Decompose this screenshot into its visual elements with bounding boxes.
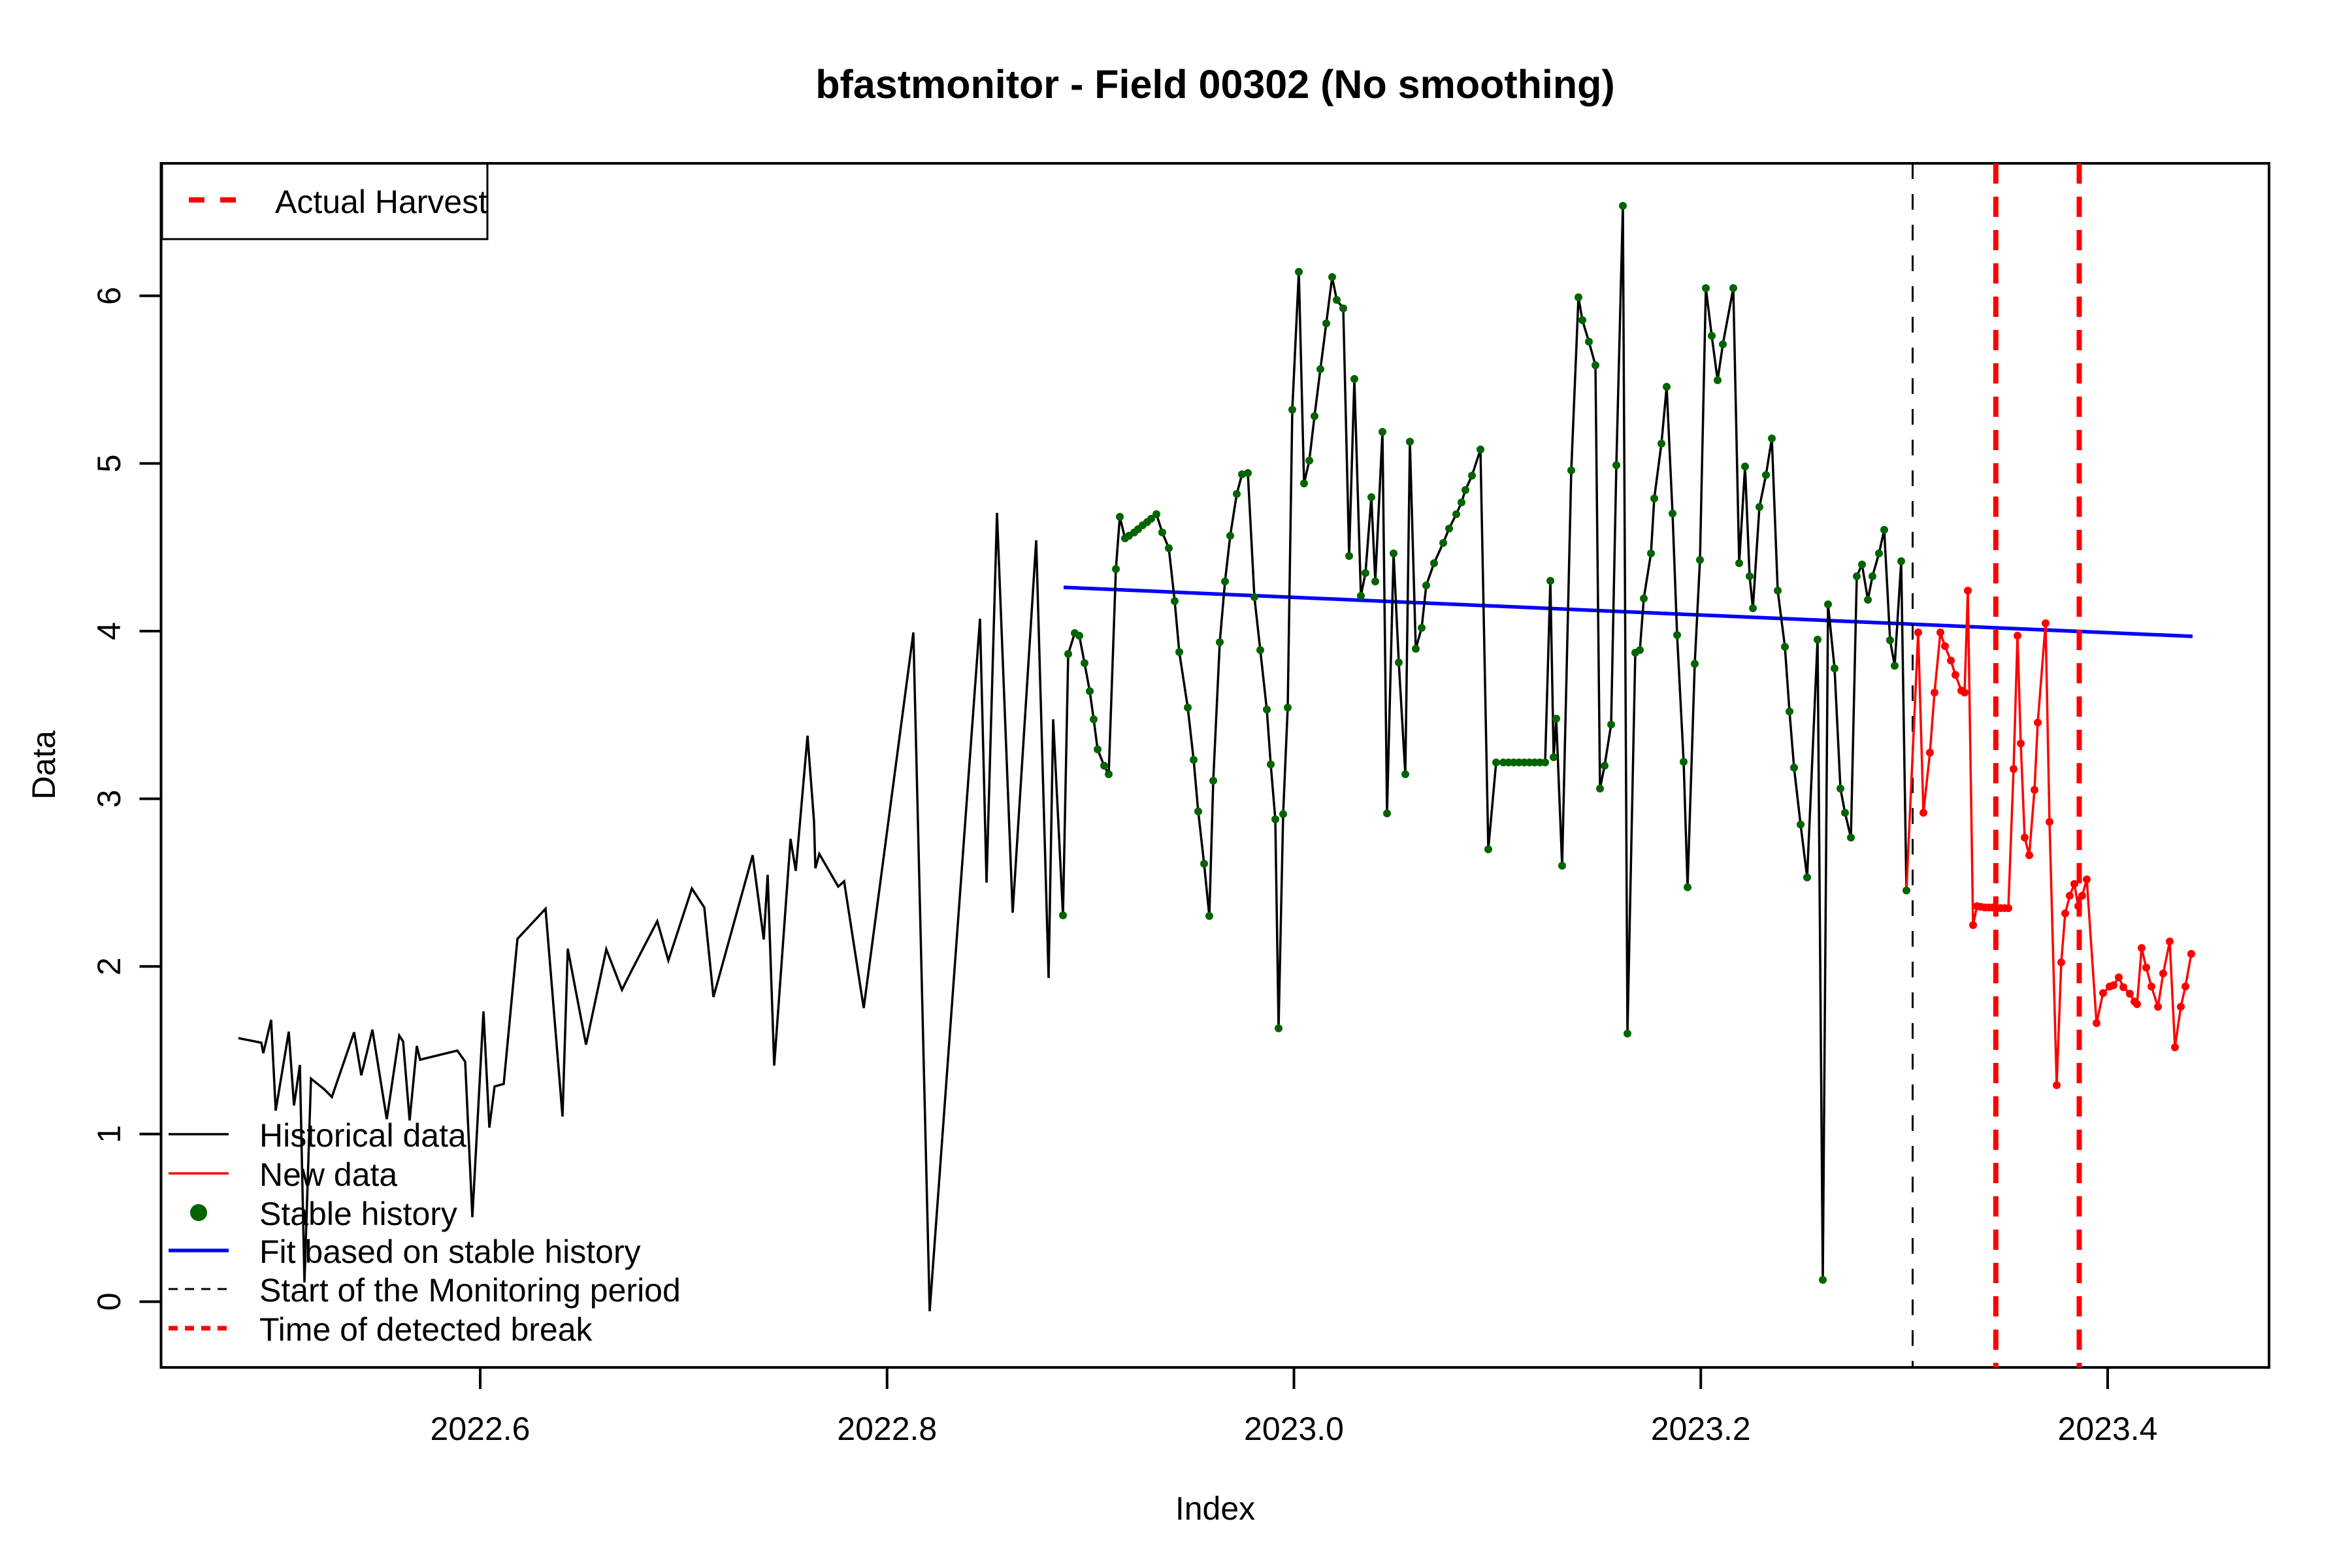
svg-text:Index: Index xyxy=(1175,1490,1255,1527)
svg-text:New data: New data xyxy=(259,1156,397,1193)
svg-text:2022.8: 2022.8 xyxy=(837,1411,937,1447)
svg-text:Time of detected break: Time of detected break xyxy=(259,1311,593,1348)
svg-text:1: 1 xyxy=(91,1125,127,1143)
svg-text:0: 0 xyxy=(91,1292,127,1311)
svg-text:Stable history: Stable history xyxy=(259,1196,457,1232)
svg-text:Historical data: Historical data xyxy=(259,1117,466,1154)
svg-text:Data: Data xyxy=(25,730,62,800)
svg-text:bfastmonitor - Field 00302 (No: bfastmonitor - Field 00302 (No smoothing… xyxy=(815,62,1614,106)
svg-text:2023.0: 2023.0 xyxy=(1244,1411,1344,1447)
svg-text:6: 6 xyxy=(91,287,127,305)
svg-text:2023.4: 2023.4 xyxy=(2058,1411,2158,1447)
svg-text:3: 3 xyxy=(91,790,127,808)
svg-text:Actual Harvest: Actual Harvest xyxy=(275,184,487,220)
svg-text:2: 2 xyxy=(91,957,127,975)
svg-text:Fit based on stable history: Fit based on stable history xyxy=(259,1233,641,1270)
svg-text:2022.6: 2022.6 xyxy=(431,1411,531,1447)
svg-text:4: 4 xyxy=(91,622,127,640)
svg-text:5: 5 xyxy=(91,454,127,472)
svg-text:Start of the Monitoring period: Start of the Monitoring period xyxy=(259,1272,681,1309)
svg-text:2023.2: 2023.2 xyxy=(1651,1411,1751,1447)
